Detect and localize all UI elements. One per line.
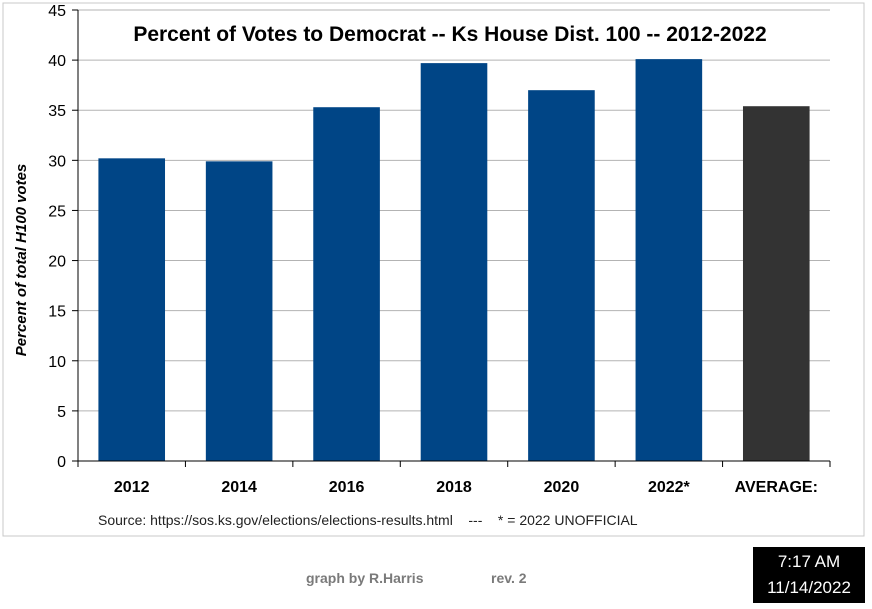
y-tick-label: 35 [48,103,66,120]
y-axis-label: Percent of total H100 votes [13,164,30,357]
y-tick-label: 15 [48,304,66,321]
title-background [86,17,814,50]
y-tick-label: 10 [48,354,66,371]
source-note: Source: https://sos.ks.gov/elections/ele… [98,512,638,528]
taskbar-clock[interactable]: 7:17 AM 11/14/2022 [753,547,865,603]
x-tick-label: 2014 [221,479,257,496]
graph-credit: graph by R.Harris [306,570,424,586]
bar-average [742,106,810,462]
x-tick-label: 2020 [544,479,580,496]
chart-title: Percent of Votes to Democrat -- Ks House… [133,23,766,46]
bars [98,59,810,462]
bar-2020 [528,90,595,461]
bar-chart: 0 5 10 15 20 25 30 35 40 45 2012 2014 2016 2018 2020 20… [2,2,865,537]
y-tick-label: 25 [48,203,66,220]
revision-label: rev. 2 [491,570,527,586]
x-tick-label: 2022* [648,479,691,496]
y-tick-label: 5 [57,404,66,421]
bar-2012 [98,158,166,461]
bar-2016 [313,107,380,462]
bar-2018 [420,63,488,462]
bar-2014 [205,161,273,461]
clock-time: 7:17 AM [777,552,841,571]
y-tick-label: 40 [48,53,66,70]
bar-2022 [635,59,703,462]
x-tick-label: 2012 [114,479,150,496]
y-tick-label: 30 [48,153,66,170]
axes: 0 5 10 15 20 25 30 35 40 45 2012 2014 2016 2018 2020 20… [48,3,831,496]
x-tick-label: 2018 [436,479,472,496]
y-tick-label: 20 [48,254,66,271]
x-tick-label: 2016 [329,479,365,496]
clock-date: 11/14/2022 [767,578,851,597]
footer-strip [0,545,872,609]
y-tick-label: 45 [48,3,66,20]
x-tick-label: AVERAGE: [735,479,818,496]
y-tick-label: 0 [57,454,66,471]
